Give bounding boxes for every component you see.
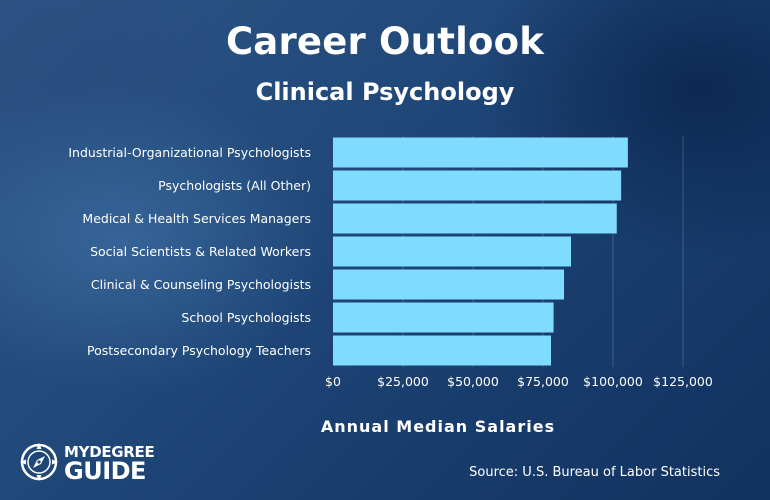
bar [333,170,622,201]
category-label: School Psychologists [181,310,311,325]
x-axis-label: Annual Median Salaries [320,417,556,436]
category-label: Industrial-Organizational Psychologists [68,145,311,160]
bar [333,302,554,333]
chart-subtitle: Clinical Psychology [255,78,515,106]
x-tick-label: $125,000 [653,374,713,389]
bar [333,203,617,234]
category-label: Social Scientists & Related Workers [90,244,311,259]
x-tick-label: $25,000 [377,374,429,389]
bar [333,137,628,168]
category-label: Postsecondary Psychology Teachers [87,343,311,358]
bar [333,269,565,300]
chart-title: Career Outlook [225,20,545,63]
x-tick-label: $0 [325,374,341,389]
bars [333,137,628,366]
category-label: Psychologists (All Other) [158,178,311,193]
source-note: Source: U.S. Bureau of Labor Statistics [469,465,720,480]
category-label: Medical & Health Services Managers [82,211,311,226]
x-tick-label: $75,000 [517,374,569,389]
x-axis-ticks: $0 $25,000 $50,000 $75,000 $100,000 $125,000 [325,374,713,389]
category-labels: Industrial-Organizational Psychologists P… [68,145,311,358]
x-tick-label: $50,000 [447,374,499,389]
logo-text-bottom: GUIDE [64,457,146,485]
logo-text-top: MYDEGREE [64,443,155,461]
bar [333,335,552,366]
compass-icon [20,443,58,481]
category-label: Clinical & Counseling Psychologists [91,277,311,292]
site-logo[interactable]: MYDEGREE GUIDE [18,441,178,485]
x-tick-label: $100,000 [583,374,643,389]
bar [333,236,571,267]
